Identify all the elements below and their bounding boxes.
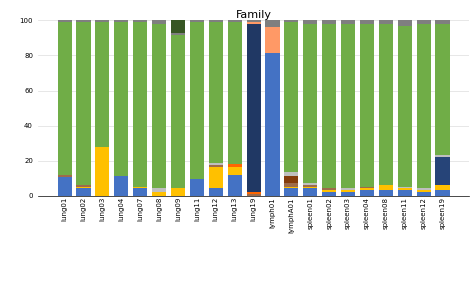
Bar [284,172,299,176]
Bar [322,192,336,196]
Bar [417,20,431,24]
Title: Family: Family [236,10,272,20]
Bar [436,185,450,190]
Bar [436,24,450,156]
Bar [228,22,242,164]
Bar [436,20,450,24]
Bar [152,192,166,196]
Bar [341,188,355,190]
Bar [76,20,91,22]
Bar [341,20,355,24]
Bar [284,188,299,196]
Bar [246,20,261,22]
Bar [265,20,280,27]
Bar [57,20,72,22]
Bar [246,194,261,196]
Bar [398,26,412,187]
Bar [95,147,109,196]
Bar [436,156,450,157]
Bar [322,20,336,24]
Bar [228,175,242,196]
Bar [171,33,185,35]
Bar [171,20,185,33]
Bar [360,188,374,190]
Bar [417,24,431,188]
Bar [284,183,299,187]
Bar [209,163,223,165]
Bar [133,188,147,196]
Bar [417,192,431,196]
Bar [95,20,109,22]
Bar [284,20,299,22]
Bar [341,192,355,196]
Bar [303,24,318,183]
Bar [152,20,166,24]
Bar [436,157,450,185]
Bar [57,177,72,196]
Bar [152,188,166,192]
Bar [190,179,204,196]
Bar [303,20,318,24]
Bar [398,188,412,190]
Bar [379,24,393,185]
Bar [76,185,91,187]
Bar [228,164,242,167]
Bar [303,183,318,185]
Bar [228,20,242,22]
Bar [171,35,185,189]
Bar [379,190,393,196]
Bar [76,188,91,196]
Bar [379,20,393,24]
Bar [209,167,223,188]
Bar [57,175,72,177]
Bar [341,190,355,192]
Bar [322,188,336,190]
Bar [76,187,91,188]
Bar [417,188,431,190]
Bar [398,187,412,188]
Bar [398,190,412,196]
Bar [360,187,374,188]
Bar [284,176,299,183]
Bar [133,20,147,22]
Bar [209,20,223,22]
Bar [190,22,204,179]
Bar [228,167,242,175]
Bar [284,22,299,172]
Bar [114,175,128,196]
Bar [76,22,91,185]
Bar [114,22,128,175]
Bar [209,165,223,167]
Bar [284,187,299,188]
Bar [303,188,318,196]
Bar [360,20,374,24]
Bar [246,192,261,194]
Bar [171,189,185,196]
Bar [360,24,374,187]
Bar [436,190,450,196]
Bar [95,22,109,147]
Bar [417,190,431,192]
Bar [303,185,318,187]
Bar [57,22,72,175]
Bar [265,27,280,53]
Bar [398,20,412,26]
Bar [303,187,318,188]
Bar [209,188,223,196]
Bar [379,185,393,190]
Bar [190,20,204,22]
Bar [341,24,355,188]
Bar [152,24,166,188]
Bar [246,24,261,192]
Bar [360,190,374,196]
Bar [322,190,336,192]
Bar [322,24,336,188]
Bar [133,187,147,188]
Bar [246,22,261,24]
Bar [265,53,280,196]
Bar [209,22,223,163]
Bar [133,22,147,187]
Bar [114,20,128,22]
